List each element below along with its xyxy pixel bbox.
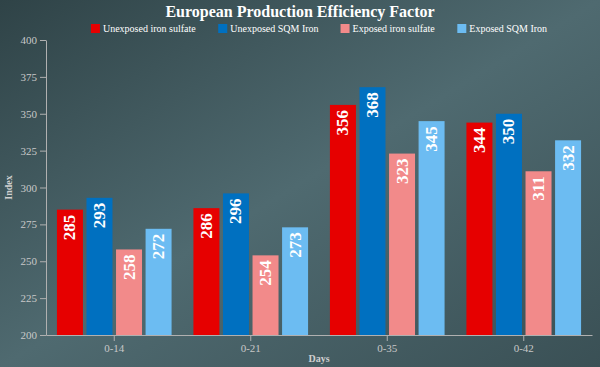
legend-swatch (341, 24, 350, 33)
y-tick-mark (40, 114, 46, 115)
data-label: 368 (363, 92, 382, 118)
y-tick-mark (40, 77, 46, 78)
y-tick-label: 300 (21, 182, 38, 194)
y-axis-title: Index (3, 175, 14, 199)
y-tick-label: 375 (21, 71, 38, 83)
data-label: 293 (90, 203, 109, 229)
data-label: 345 (422, 126, 441, 152)
y-tick-mark (40, 261, 46, 262)
data-label: 258 (120, 254, 139, 280)
y-tick-mark (40, 188, 46, 189)
data-label: 285 (60, 215, 79, 241)
plot-area: 2002252502753003253503754000-140-210-350… (21, 34, 593, 354)
y-tick: 275 (21, 218, 47, 230)
x-tick: 0-35 (377, 335, 398, 354)
data-label: 296 (226, 198, 245, 224)
legend-item: Exposed SQM Iron (457, 23, 547, 34)
x-axis: 0-14 0-21 0-35 0-42 (47, 335, 593, 354)
data-labels: 285 286 356 344 293 296 368 350 258 254 323 311 272 2… (60, 92, 577, 286)
x-tick-mark (250, 335, 251, 341)
y-tick-label: 350 (21, 108, 38, 120)
bar (57, 210, 83, 335)
bar (116, 249, 142, 335)
bar (419, 121, 445, 335)
bar (496, 114, 522, 335)
y-axis: 200 225 250 275 300 325 350 375 400 (21, 34, 47, 341)
y-tick-label: 275 (21, 218, 38, 230)
x-tick-label: 0-42 (514, 342, 534, 354)
legend-label: Unexposed iron sulfate (103, 23, 196, 34)
bar (555, 140, 581, 335)
bar (466, 123, 492, 335)
y-tick-mark (40, 335, 46, 336)
y-tick: 400 (21, 34, 47, 46)
data-label: 286 (197, 213, 216, 239)
y-tick-label: 200 (21, 329, 38, 341)
y-tick: 350 (21, 108, 47, 120)
data-label: 273 (286, 232, 305, 258)
data-label: 254 (256, 260, 275, 286)
x-tick-mark (387, 335, 388, 341)
legend-swatch (457, 24, 466, 33)
legend-swatch (91, 24, 100, 33)
bar (526, 171, 552, 335)
y-tick-mark (40, 224, 46, 225)
y-tick-label: 250 (21, 255, 38, 267)
x-axis-title: Days (308, 353, 329, 364)
legend-label: Exposed iron sulfate (353, 23, 436, 34)
x-tick: 0-14 (104, 335, 125, 354)
bar (86, 198, 112, 335)
y-tick-mark (40, 40, 46, 41)
y-tick: 200 (21, 329, 47, 341)
data-label: 344 (470, 127, 489, 153)
bar (389, 154, 415, 335)
x-tick-label: 0-35 (377, 342, 398, 354)
bar (359, 87, 385, 335)
y-tick-mark (40, 151, 46, 152)
bar (253, 255, 279, 335)
y-tick: 250 (21, 255, 47, 267)
y-tick-label: 225 (21, 292, 38, 304)
chart: European Production Efficiency Factor 200… (0, 0, 600, 367)
x-tick-mark (114, 335, 115, 341)
background (0, 0, 600, 367)
x-axis-line (47, 335, 593, 336)
y-tick: 225 (21, 292, 47, 304)
legend-swatch (218, 24, 227, 33)
data-label: 323 (393, 159, 412, 185)
y-tick-mark (40, 298, 46, 299)
data-label: 356 (333, 110, 352, 135)
bar (330, 105, 356, 335)
bar (193, 208, 219, 335)
legend-item: Unexposed iron sulfate (91, 23, 196, 34)
y-tick: 375 (21, 71, 47, 83)
data-label: 311 (529, 176, 548, 201)
data-label: 272 (149, 234, 168, 259)
legend-label: Exposed SQM Iron (469, 23, 547, 34)
legend-item: Exposed iron sulfate (341, 23, 436, 34)
bar (223, 193, 249, 335)
data-label: 350 (499, 119, 518, 145)
y-axis-line (46, 41, 47, 336)
y-tick-label: 325 (21, 145, 38, 157)
x-tick-mark (523, 335, 524, 341)
legend-label: Unexposed SQM Iron (230, 23, 318, 34)
legend: Unexposed iron sulfate Unexposed SQM Iron… (91, 23, 547, 34)
x-tick: 0-42 (514, 335, 534, 354)
y-tick: 300 (21, 182, 47, 194)
bars (57, 87, 581, 335)
x-tick-label: 0-14 (104, 342, 125, 354)
title: European Production Efficiency Factor (165, 3, 434, 21)
x-tick-label: 0-21 (241, 342, 261, 354)
y-tick-label: 400 (21, 34, 38, 46)
x-tick: 0-21 (241, 335, 261, 354)
data-label: 332 (559, 145, 578, 171)
bar (282, 227, 308, 335)
y-tick: 325 (21, 145, 47, 157)
bar (146, 229, 172, 335)
legend-item: Unexposed SQM Iron (218, 23, 318, 34)
